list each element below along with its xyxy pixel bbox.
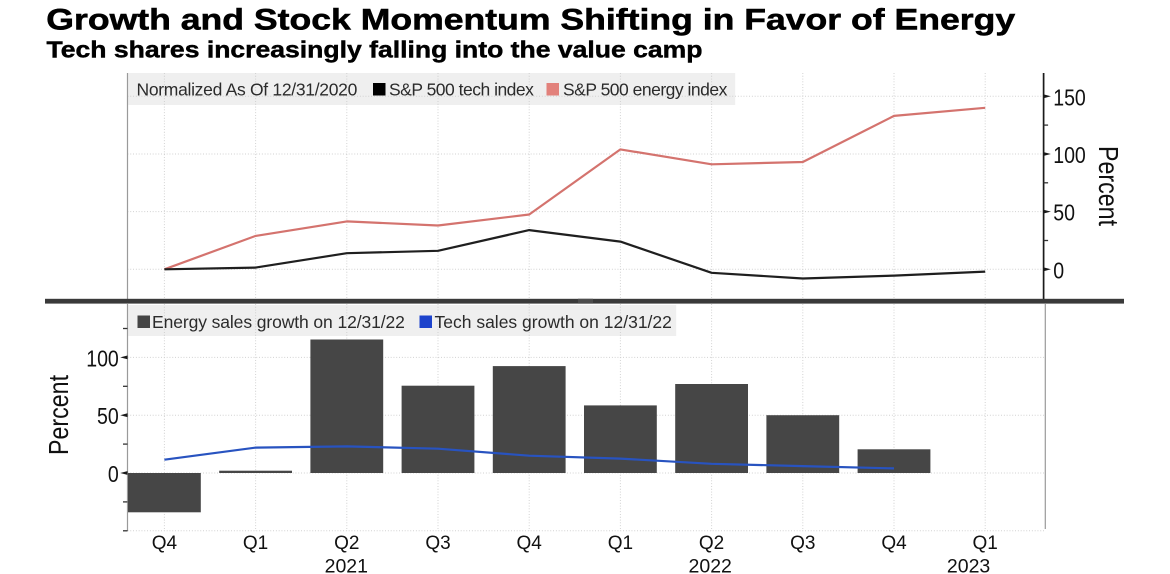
svg-text:2021: 2021 [325, 556, 368, 574]
svg-text:2023: 2023 [947, 556, 990, 574]
svg-text:Tech sales growth on 12/31/22: Tech sales growth on 12/31/22 [435, 312, 672, 332]
svg-text:Q3: Q3 [790, 533, 815, 554]
svg-text:Q2: Q2 [699, 533, 724, 554]
svg-text:Tech shares increasingly falli: Tech shares increasingly falling into th… [47, 38, 703, 63]
svg-text:100: 100 [1053, 143, 1086, 169]
svg-text:Percent: Percent [1092, 146, 1122, 226]
svg-text:S&P 500 tech index: S&P 500 tech index [389, 80, 534, 100]
svg-text:Q1: Q1 [973, 533, 998, 554]
svg-text:Q1: Q1 [243, 533, 268, 554]
svg-text:Q2: Q2 [334, 533, 359, 554]
svg-text:Q4: Q4 [152, 533, 178, 554]
svg-text:Q4: Q4 [517, 533, 543, 554]
svg-text:50: 50 [1053, 200, 1075, 226]
svg-text:S&P 500 energy index: S&P 500 energy index [563, 80, 728, 100]
svg-text:0: 0 [1053, 258, 1064, 284]
svg-text:Energy sales growth on 12/31/2: Energy sales growth on 12/31/22 [152, 312, 405, 332]
svg-text:Normalized As Of 12/31/2020: Normalized As Of 12/31/2020 [137, 80, 358, 100]
svg-text:Q4: Q4 [881, 533, 907, 554]
svg-text:100: 100 [86, 346, 119, 372]
svg-text:Q3: Q3 [425, 533, 450, 554]
svg-text:150: 150 [1053, 85, 1086, 111]
svg-text:50: 50 [97, 404, 119, 430]
svg-text:Growth and Stock Momentum Shif: Growth and Stock Momentum Shifting in Fa… [46, 2, 1016, 36]
svg-text:Q1: Q1 [608, 533, 633, 554]
svg-text:0: 0 [108, 462, 119, 488]
svg-text:2022: 2022 [689, 556, 732, 574]
svg-text:Percent: Percent [44, 375, 74, 455]
